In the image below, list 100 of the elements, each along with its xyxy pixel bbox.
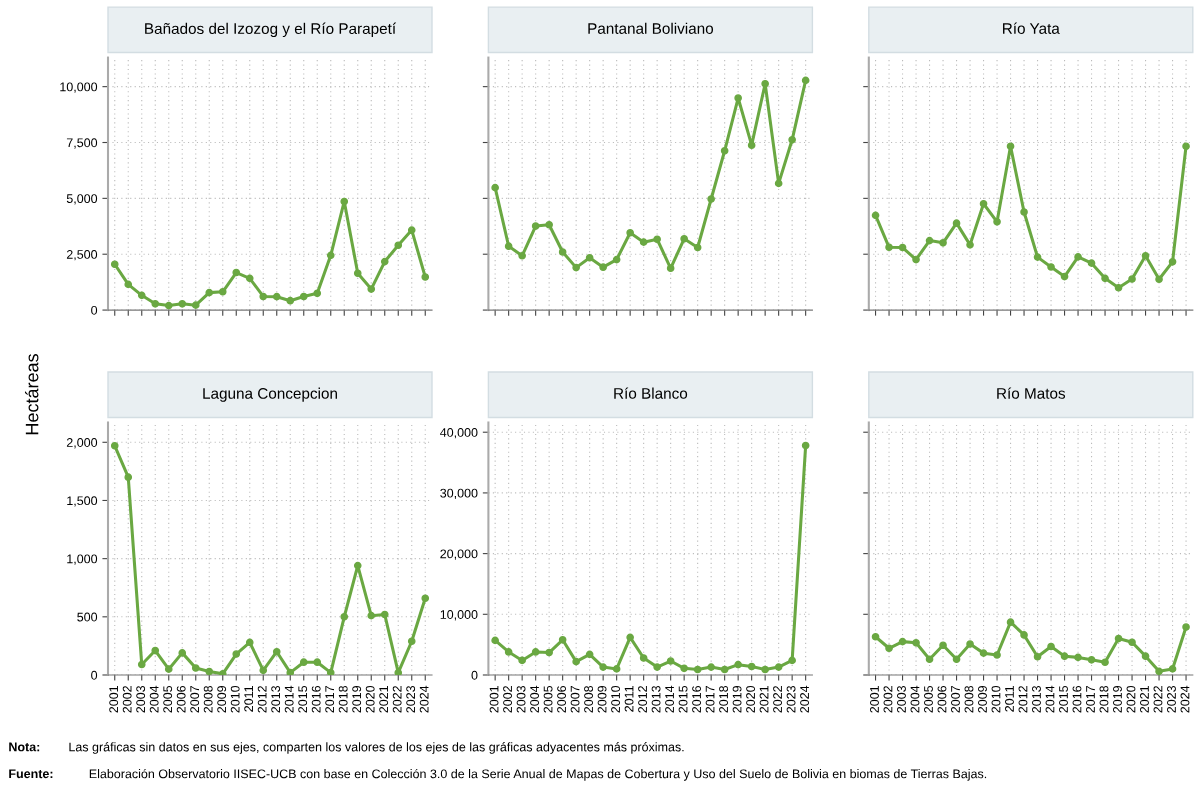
- point: [110, 441, 119, 450]
- point: [558, 635, 567, 644]
- point: [1141, 652, 1150, 660]
- x-tick-label: 2014: [284, 685, 294, 713]
- x-tick-label: 2012: [1018, 686, 1028, 713]
- y-axis-title: Hectáreas: [24, 354, 39, 435]
- point: [1101, 274, 1109, 283]
- y-tick-label: 10,000: [60, 82, 98, 93]
- point: [259, 666, 268, 675]
- point: [380, 610, 389, 619]
- x-tick-label: 2004: [910, 685, 920, 713]
- point: [545, 220, 553, 229]
- x-tick-label: 2020: [1126, 685, 1136, 713]
- point: [952, 655, 961, 664]
- point: [1114, 634, 1123, 643]
- y-tick-label: 30,000: [440, 488, 478, 500]
- point: [1033, 253, 1042, 261]
- y-tick-label: 20,000: [440, 549, 478, 560]
- text: Nota:: [9, 742, 40, 752]
- point: [367, 285, 376, 293]
- point: [885, 644, 893, 653]
- point: [421, 273, 430, 281]
- point: [1087, 655, 1096, 664]
- x-tick-label: 2016: [692, 685, 702, 713]
- x-tick-label: 2004: [149, 685, 159, 713]
- x-tick-label: 2009: [978, 686, 987, 713]
- x-tick-label: 2007: [951, 686, 960, 713]
- chart-title: Laguna Concepcion: [203, 387, 337, 402]
- x-tick-label: 2010: [230, 685, 240, 713]
- x-tick-label: 2020: [746, 685, 756, 713]
- chart-title: Río Yata: [1003, 22, 1060, 34]
- point: [491, 636, 499, 645]
- point: [626, 633, 634, 642]
- point: [326, 668, 335, 675]
- source-note: Fuente:: [9, 769, 53, 779]
- text: Las gráficas sin datos en sus ejes, comparten los valores de los ejes de las gráficas adyacentes más próximas.: [69, 742, 684, 754]
- x-tick-label: 2006: [557, 685, 567, 713]
- point: [178, 649, 187, 657]
- x-tick-label: 2002: [503, 686, 513, 713]
- x-tick-label: 2021: [379, 686, 389, 713]
- point: [1182, 623, 1190, 631]
- point: [774, 663, 783, 671]
- x-tick-label: 2014: [1045, 685, 1055, 713]
- y-tick-label: 1,500: [67, 496, 98, 507]
- point: [693, 665, 702, 674]
- x-tick-label: 2008: [203, 685, 213, 713]
- point: [979, 199, 988, 208]
- x-tick-label: 2013: [1032, 685, 1041, 713]
- x-tick-label: 2015: [678, 685, 688, 713]
- point: [1128, 275, 1136, 283]
- point: [286, 668, 295, 675]
- point: [1155, 275, 1163, 284]
- point: [137, 660, 146, 669]
- point: [898, 637, 907, 646]
- x-tick-label: 2018: [338, 685, 348, 713]
- x-tick-label: 2015: [298, 685, 308, 713]
- x-tick-label: 2010: [991, 685, 1001, 713]
- point: [394, 668, 403, 675]
- point: [137, 291, 146, 300]
- x-tick-label: 2010: [611, 685, 621, 713]
- point: [191, 301, 200, 309]
- point: [232, 268, 241, 277]
- point: [367, 611, 376, 620]
- x-tick-label: 2020: [365, 685, 375, 713]
- y-tick-label: 1,000: [67, 554, 98, 565]
- x-tick-label: 2023: [1167, 685, 1176, 713]
- x-tick-label: 2002: [883, 686, 893, 713]
- point: [680, 234, 688, 243]
- point: [720, 665, 729, 674]
- y-tick-label: 0: [91, 670, 98, 680]
- x-tick-label: 2002: [122, 686, 132, 713]
- x-tick-label: 2023: [406, 685, 416, 713]
- point: [272, 647, 281, 656]
- point: [1128, 638, 1136, 647]
- point: [178, 300, 187, 308]
- x-tick-label: 2011: [244, 686, 254, 712]
- point: [1006, 618, 1015, 627]
- point: [774, 179, 783, 188]
- point: [734, 660, 742, 669]
- point: [761, 79, 769, 88]
- point: [504, 242, 513, 250]
- point: [1060, 652, 1069, 660]
- point: [939, 239, 947, 247]
- point: [680, 664, 688, 673]
- x-tick-label: 2001: [870, 686, 879, 713]
- chart-title: Río Blanco: [614, 387, 688, 399]
- point: [205, 288, 214, 297]
- x-tick-label: 2007: [190, 686, 200, 713]
- point: [639, 238, 648, 246]
- point: [353, 561, 362, 570]
- x-tick-label: 2006: [937, 685, 947, 713]
- point: [151, 300, 160, 308]
- x-tick-label: 2013: [271, 685, 281, 713]
- point: [1182, 142, 1190, 151]
- point: [585, 650, 594, 659]
- x-tick-label: 2008: [964, 685, 974, 713]
- point: [693, 243, 702, 252]
- point: [491, 183, 499, 192]
- x-tick-label: 2012: [257, 686, 267, 713]
- point: [1087, 259, 1096, 267]
